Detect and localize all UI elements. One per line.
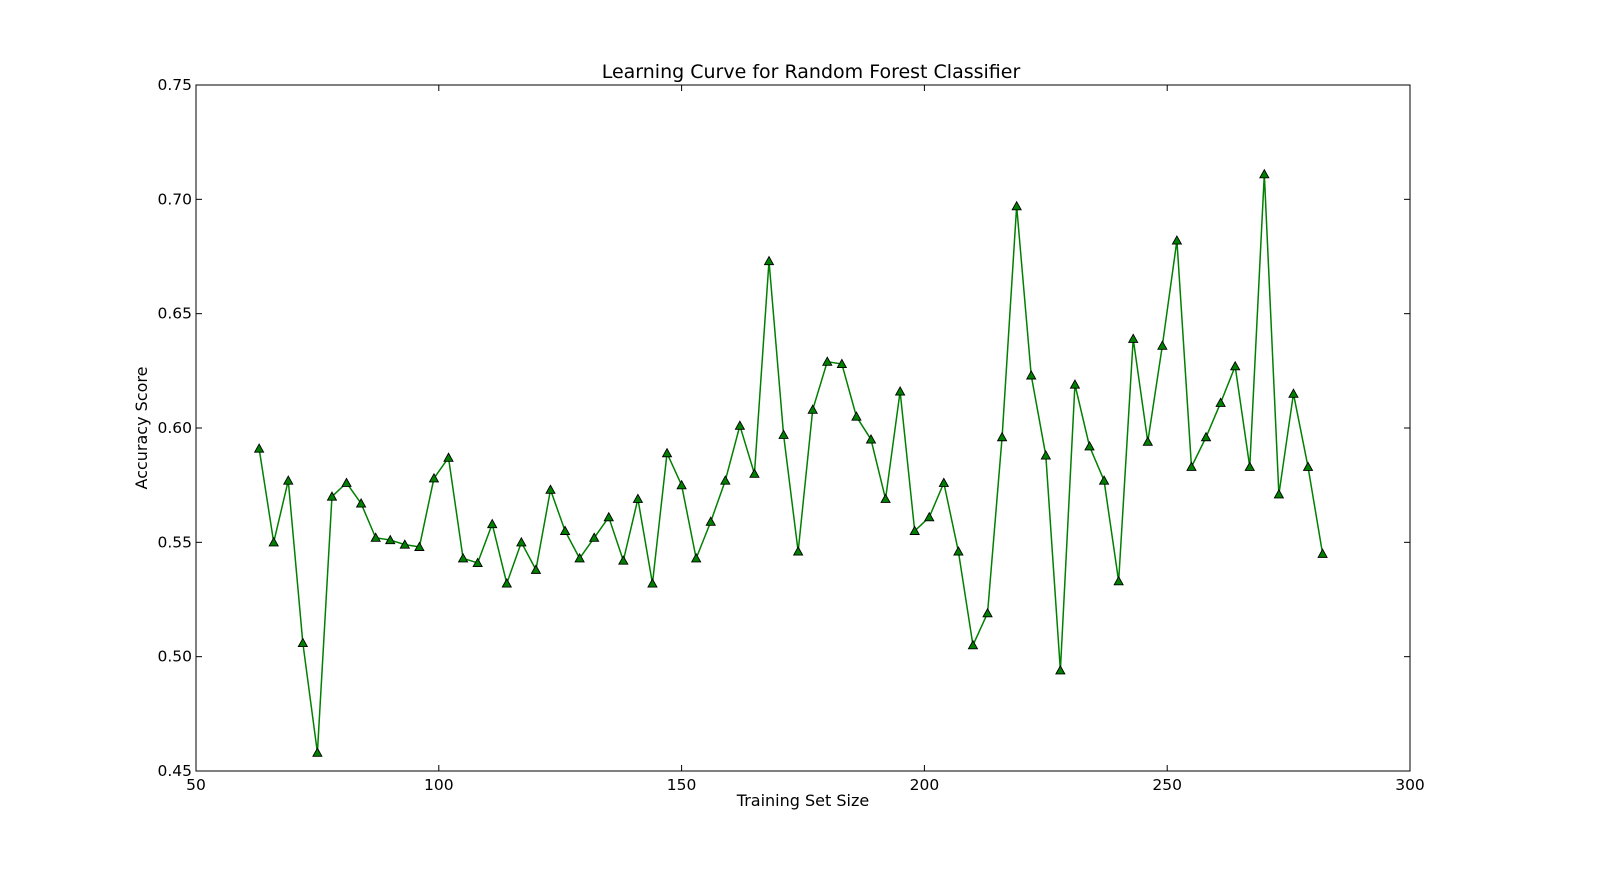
data-point-marker [778,429,789,439]
data-point-marker [953,546,964,556]
data-point-marker [909,525,920,535]
data-point-marker [545,484,556,494]
data-point-marker [1244,461,1256,471]
data-point-marker [1200,431,1212,442]
data-point-marker [690,552,702,563]
data-point-marker [312,747,323,757]
data-point-marker [253,443,265,453]
data-point-marker [1186,461,1197,471]
data-point-marker [516,536,527,547]
data-point-marker [938,477,950,487]
data-point-marker [1113,575,1124,586]
data-point-marker [1171,235,1183,245]
data-point-marker [443,452,454,462]
data-point-marker [1040,450,1052,460]
data-point-marker [268,536,279,547]
axis-ticks: 50 100 150 200 250 300 0.45 0.50 0.55 0.60 0.65 0.7… [157,76,1424,794]
data-point-marker [1157,340,1168,350]
data-point-marker [807,404,818,414]
y-axis-label: Accuracy Score [132,367,151,490]
data-point-marker [370,532,381,542]
data-point-marker [734,420,746,430]
series-layer [253,168,1328,757]
data-point-marker [1127,333,1139,343]
data-point-marker [720,475,731,485]
data-point-marker [1302,461,1314,471]
data-point-marker [647,578,658,588]
y-tick-label: 0.55 [157,533,192,551]
data-point-marker [1317,548,1328,558]
data-point-marker [632,493,644,503]
data-point-marker [880,493,891,503]
data-point-marker [588,532,600,542]
x-tick-label: 100 [424,776,454,794]
y-tick-label: 0.70 [157,190,192,208]
data-point-marker [384,534,396,545]
data-point-marker [851,411,862,421]
data-point-marker [355,498,367,508]
data-point-marker [661,447,673,458]
data-point-marker [618,555,629,565]
data-point-marker [676,479,687,490]
x-axis-label: Training Set Size [736,791,869,810]
chart-title: Learning Curve for Random Forest Classif… [602,61,1021,83]
data-point-marker [1229,360,1241,371]
y-tick-label: 0.65 [157,305,192,323]
data-point-marker [923,511,935,522]
data-point-marker [792,546,804,556]
data-point-marker [1098,475,1110,485]
data-point-marker [282,475,294,485]
x-tick-label: 150 [667,776,697,794]
data-point-marker [763,255,775,266]
y-tick-label: 0.75 [157,76,192,94]
data-point-marker [1259,168,1270,179]
data-point-marker [486,518,498,529]
data-point-marker [501,578,513,588]
data-point-marker [822,356,833,366]
data-point-marker [865,434,877,444]
data-point-marker [982,607,993,618]
data-point-marker [341,477,352,487]
data-point-marker [749,468,760,478]
data-point-marker [472,557,483,567]
x-tick-label: 50 [186,776,206,794]
x-tick-label: 200 [910,776,940,794]
y-tick-label: 0.45 [157,762,192,780]
data-point-marker [399,539,411,549]
data-point-marker [1084,440,1095,451]
data-point-marker [1011,200,1022,211]
data-point-marker [894,385,906,396]
data-point-marker [1288,388,1299,398]
data-point-marker [414,541,425,551]
data-point-marker [530,564,542,574]
data-point-marker [1055,664,1066,675]
x-tick-label: 250 [1152,776,1182,794]
data-point-marker [457,552,469,563]
data-point-marker [1215,397,1226,407]
data-point-marker [1273,488,1285,499]
data-point-marker [705,516,717,526]
data-point-marker [1142,436,1154,446]
data-point-marker [1025,369,1037,380]
data-point-marker [996,431,1008,442]
series-line [258,173,1324,754]
y-tick-label: 0.60 [157,419,192,437]
data-point-marker [603,511,615,522]
data-point-marker [326,491,338,501]
data-point-marker [1069,379,1081,389]
data-point-marker [428,472,440,483]
plot-frame [195,84,1411,772]
data-point-marker [574,552,585,563]
data-point-marker [967,639,979,650]
data-point-marker [297,637,309,647]
data-point-marker [559,525,571,535]
data-point-marker [836,358,848,369]
x-tick-label: 300 [1395,776,1425,794]
y-tick-label: 0.50 [157,648,192,666]
